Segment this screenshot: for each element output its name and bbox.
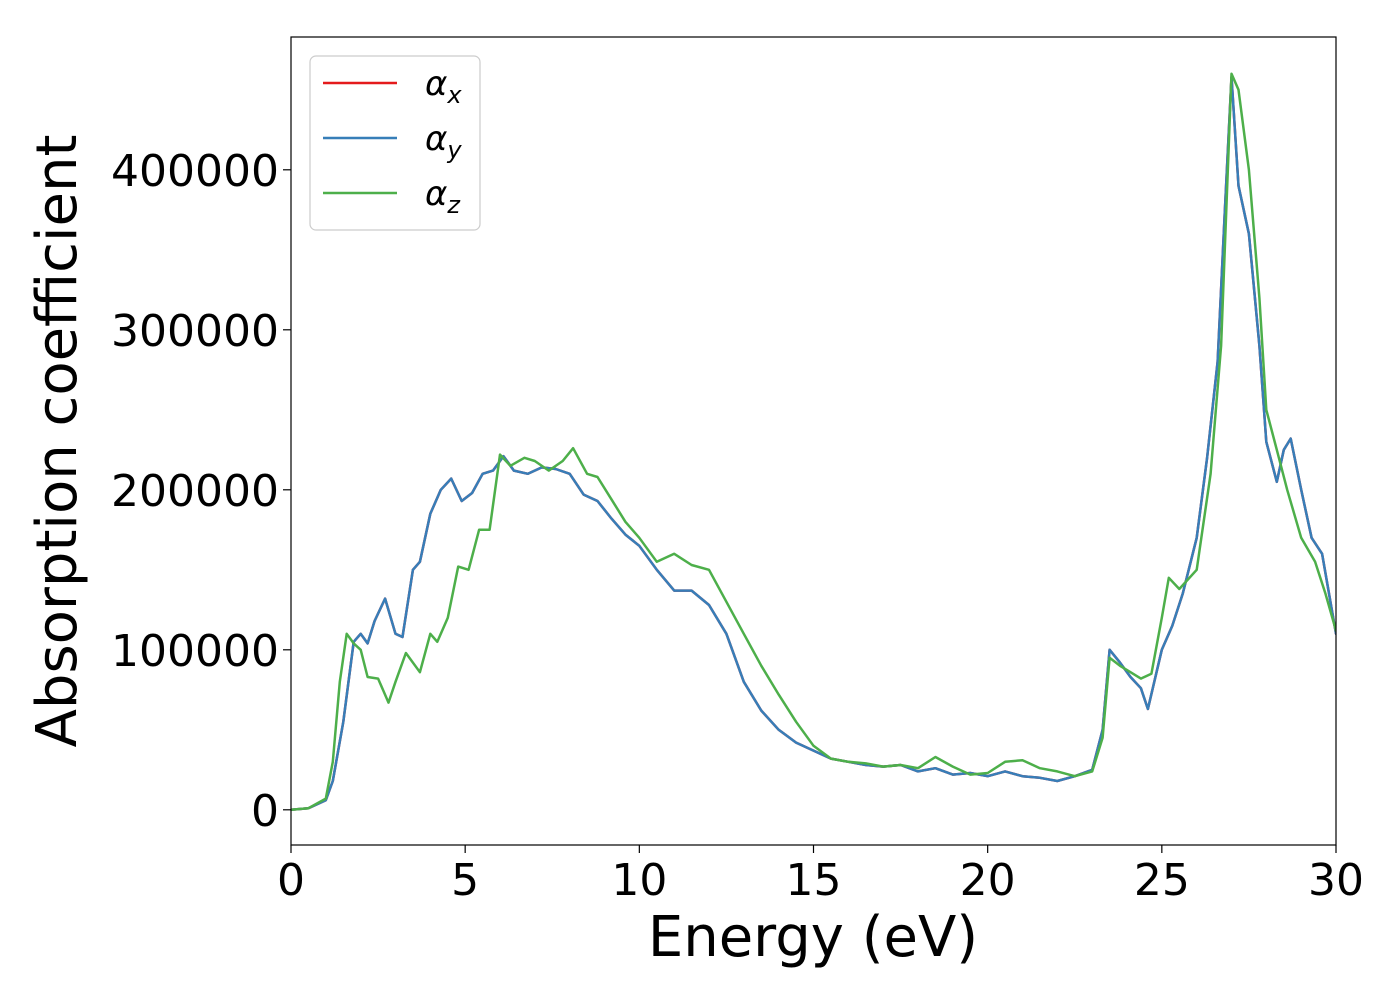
x-tick-label: 20 (960, 855, 1016, 906)
x-tick-label: 15 (786, 855, 842, 906)
legend-label-x: αx (425, 64, 462, 109)
x-tick-label: 5 (451, 855, 479, 906)
series-lines (291, 72, 1336, 812)
y-tick-label: 200000 (111, 466, 279, 517)
x-tick-label: 10 (611, 855, 667, 906)
x-tick-label: 30 (1308, 855, 1364, 906)
legend-box (309, 55, 481, 231)
x-axis: 0 5 10 15 20 25 30 (277, 845, 1364, 906)
series-line-z (291, 72, 1336, 812)
x-tick-label: 0 (277, 855, 305, 906)
y-tick-label: 100000 (111, 626, 279, 677)
legend-label-y: αy (425, 119, 462, 164)
series-line-y (291, 75, 1336, 812)
y-axis: 0 100000 200000 300000 400000 (111, 146, 291, 837)
x-axis-label: Energy (eV) (648, 905, 978, 970)
legend: αx αy αz (309, 55, 481, 231)
y-axis-label: Absorption coefficient (25, 135, 90, 748)
legend-label-z: αz (425, 174, 461, 219)
y-tick-label: 400000 (111, 146, 279, 197)
x-tick-label: 25 (1134, 855, 1190, 906)
y-tick-label: 300000 (111, 306, 279, 357)
y-tick-label: 0 (251, 786, 279, 837)
